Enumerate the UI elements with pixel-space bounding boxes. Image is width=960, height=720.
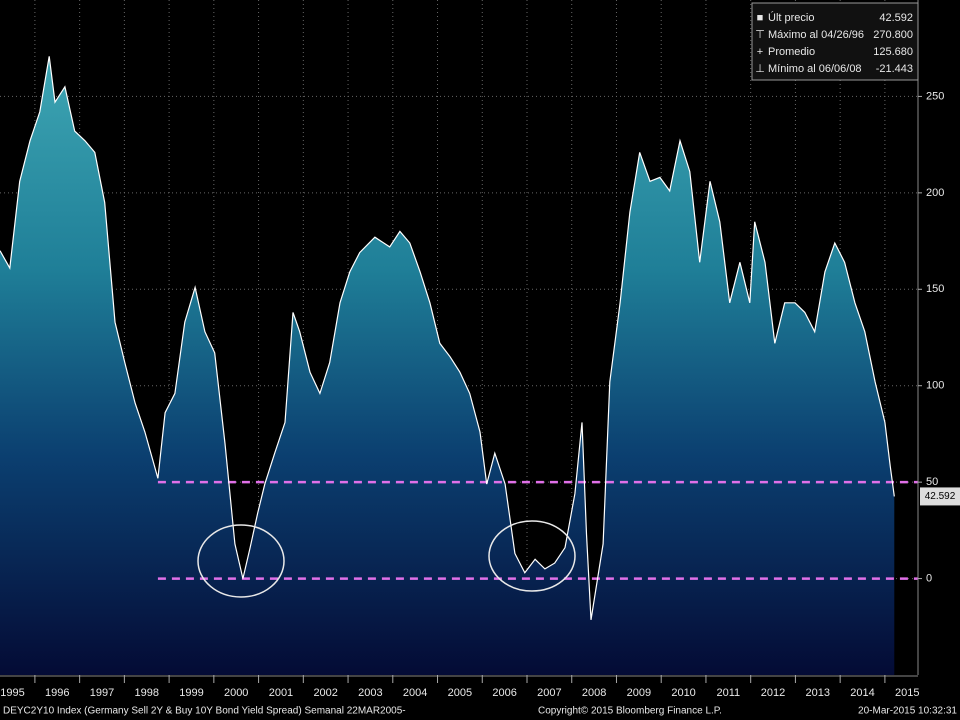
legend-label: Promedio — [768, 46, 815, 58]
x-tick-label: 2012 — [761, 687, 785, 699]
x-tick-label: 2014 — [850, 687, 874, 699]
legend: ■ Últ precio 42.592 ⊤ Máximo al 04/26/96 270.… — [751, 2, 919, 81]
x-tick-label: 2003 — [358, 687, 382, 699]
x-tick-label: 1998 — [134, 687, 158, 699]
legend-label: Mínimo al 06/06/08 — [768, 63, 862, 75]
highlight-ellipse — [197, 524, 285, 598]
legend-icon: ■ — [757, 12, 764, 24]
x-tick-label: 2004 — [403, 687, 427, 699]
x-tick-label: 2001 — [269, 687, 293, 699]
x-tick-label: 2000 — [224, 687, 248, 699]
highlight-ellipse — [488, 520, 576, 592]
footer-center: Copyright© 2015 Bloomberg Finance L.P. — [538, 706, 722, 717]
y-tick-label: 50 — [926, 476, 938, 488]
legend-icon: ⊥ — [755, 63, 765, 75]
line — [0, 56, 895, 620]
x-tick-label: 2002 — [313, 687, 337, 699]
x-tick-label: 1997 — [90, 687, 114, 699]
last-value-label: 42.592 — [925, 491, 956, 502]
y-tick-label: 200 — [926, 187, 944, 199]
y-tick-label: 0 — [926, 572, 932, 584]
legend-value: 270.800 — [873, 29, 913, 41]
x-tick-label: 2013 — [806, 687, 830, 699]
x-tick-label: 2011 — [716, 687, 740, 699]
legend-icon: + — [757, 46, 763, 58]
y-tick-label: 250 — [926, 90, 944, 102]
x-tick-label: 2006 — [492, 687, 516, 699]
legend-box — [751, 2, 919, 81]
x-tick-label: 1996 — [45, 687, 69, 699]
footer-right: 20-Mar-2015 10:32:31 — [858, 706, 957, 717]
x-tick-label: 2007 — [537, 687, 561, 699]
y-tick-label: 150 — [926, 283, 944, 295]
area — [0, 56, 895, 676]
x-tick-label: 1999 — [179, 687, 203, 699]
x-tick-label: 2015 — [895, 687, 919, 699]
y-tick-label: 100 — [926, 380, 944, 392]
footer-left: DEYC2Y10 Index (Germany Sell 2Y & Buy 10… — [3, 706, 406, 717]
x-tick-label: 2010 — [671, 687, 695, 699]
x-tick-label: 1995 — [0, 687, 24, 699]
axes: 0 50 100 150 200 250 1995 1996 1997 1998 1999 2000 2… — [0, 90, 960, 699]
legend-value: 42.592 — [879, 12, 913, 24]
plot-area — [0, 56, 918, 676]
legend-label: Máximo al 04/26/96 — [768, 29, 864, 41]
legend-icon: ⊤ — [755, 29, 765, 41]
legend-value: 125.680 — [873, 46, 913, 58]
legend-label: Últ precio — [768, 11, 814, 24]
last-value-box — [920, 487, 960, 506]
x-tick-label: 2005 — [448, 687, 472, 699]
legend-value: -21.443 — [876, 63, 913, 75]
x-tick-label: 2008 — [582, 687, 606, 699]
x-tick-label: 2009 — [627, 687, 651, 699]
